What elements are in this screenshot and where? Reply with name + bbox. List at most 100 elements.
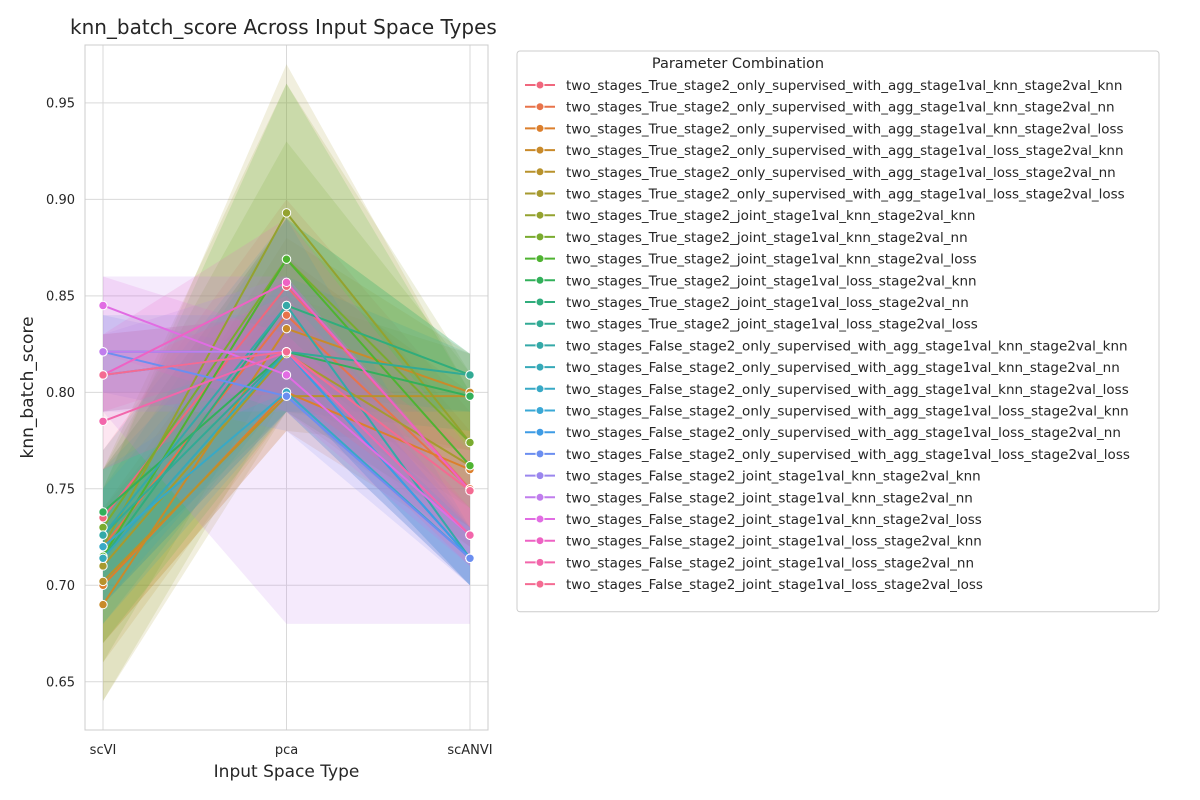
legend-item: two_stages_True_stage2_only_supervised_w… [525, 165, 1116, 181]
data-point [281, 208, 292, 218]
legend-label: two_stages_False_stage2_joint_stage1val_… [566, 469, 981, 485]
legend-marker [535, 123, 545, 133]
y-tick-label: 0.90 [46, 193, 75, 208]
data-point [98, 370, 108, 380]
legend-marker [535, 275, 545, 285]
confidence-band-5 [103, 295, 470, 644]
legend-label: two_stages_True_stage2_joint_stage1val_l… [566, 295, 969, 311]
chart-title: knn_batch_score Across Input Space Types [70, 15, 497, 39]
legend-item: two_stages_False_stage2_joint_stage1val_… [525, 512, 982, 528]
legend-items: two_stages_True_stage2_only_supervised_w… [525, 78, 1130, 593]
legend-item: two_stages_False_stage2_joint_stage1val_… [525, 577, 983, 593]
data-point [98, 541, 108, 552]
confidence-band-19 [103, 276, 470, 586]
legend-marker [535, 167, 545, 177]
data-point [98, 553, 108, 563]
legend-marker [535, 514, 545, 524]
y-tick-label: 0.65 [46, 675, 75, 690]
legend-item: two_stages_False_stage2_only_supervised_… [525, 425, 1121, 441]
data-point [281, 300, 292, 311]
data-point [465, 437, 475, 448]
legend-item: two_stages_False_stage2_only_supervised_… [525, 404, 1129, 420]
x-tick-label: scVI [90, 743, 117, 758]
data-point [465, 391, 475, 401]
legend-item: two_stages_True_stage2_joint_stage1val_l… [525, 317, 978, 333]
legend-item: two_stages_True_stage2_only_supervised_w… [525, 143, 1124, 159]
legend-marker [535, 579, 545, 589]
legend-item: two_stages_True_stage2_only_supervised_w… [525, 100, 1115, 116]
legend-marker [535, 102, 545, 112]
legend-item: two_stages_False_stage2_joint_stage1val_… [525, 534, 982, 550]
legend-label: two_stages_False_stage2_only_supervised_… [566, 447, 1130, 463]
x-tick-label: scANVI [447, 743, 492, 758]
data-point [281, 391, 292, 401]
legend-marker [535, 362, 545, 372]
y-tick-label: 0.95 [46, 96, 75, 111]
x-tick-labels: scVI pca scANVI [90, 743, 493, 758]
legend-marker [535, 319, 545, 329]
legend-label: two_stages_False_stage2_only_supervised_… [566, 382, 1129, 398]
confidence-band-10 [103, 218, 470, 586]
y-tick-label: 0.75 [46, 482, 75, 497]
legend-item: two_stages_True_stage2_joint_stage1val_k… [525, 208, 975, 224]
legend-marker [535, 384, 545, 394]
legend-label: two_stages_True_stage2_only_supervised_w… [566, 187, 1125, 203]
data-point [281, 277, 292, 288]
legend: Parameter Combination two_stages_True_st… [516, 50, 1160, 613]
legend-label: two_stages_True_stage2_only_supervised_w… [566, 165, 1116, 181]
data-point [465, 530, 475, 540]
y-tick-label: 0.80 [46, 386, 75, 401]
legend-label: two_stages_False_stage2_joint_stage1val_… [566, 490, 973, 506]
data-point [98, 507, 108, 517]
confidence-band-21 [103, 276, 470, 566]
data-point [465, 486, 475, 496]
legend-item: two_stages_True_stage2_only_supervised_w… [525, 78, 1122, 94]
legend-box [516, 50, 1160, 613]
data-point [98, 530, 108, 540]
confidence-band-12 [103, 276, 470, 605]
data-point [465, 460, 475, 471]
data-point [281, 323, 292, 334]
legend-label: two_stages_False_stage2_only_supervised_… [566, 425, 1121, 441]
legend-marker [535, 427, 545, 437]
legend-marker [535, 232, 545, 242]
legend-title: Parameter Combination [652, 56, 824, 72]
y-tick-label: 0.70 [46, 579, 75, 594]
legend-label: two_stages_False_stage2_only_supervised_… [566, 404, 1129, 420]
legend-item: two_stages_True_stage2_only_supervised_w… [525, 187, 1125, 203]
data-point [98, 561, 108, 571]
data-point [281, 370, 292, 380]
legend-marker [535, 340, 545, 350]
data-point [465, 370, 475, 380]
legend-marker [535, 449, 545, 459]
data-point [98, 576, 108, 587]
legend-item: two_stages_False_stage2_only_supervised_… [525, 338, 1128, 354]
legend-label: two_stages_True_stage2_joint_stage1val_l… [566, 317, 978, 333]
plot-frame [84, 44, 489, 731]
legend-marker [535, 492, 545, 502]
confidence-band-6 [103, 64, 470, 702]
legend-item: two_stages_False_stage2_joint_stage1val_… [525, 555, 974, 571]
confidence-band-22 [103, 218, 470, 528]
legend-item: two_stages_False_stage2_joint_stage1val_… [525, 490, 973, 506]
y-tick-label: 0.85 [46, 289, 75, 304]
confidence-band-9 [103, 83, 470, 644]
legend-marker [535, 254, 545, 264]
x-tick-label: pca [275, 743, 298, 758]
legend-marker [535, 406, 545, 415]
legend-item: two_stages_False_stage2_only_supervised_… [525, 382, 1129, 398]
confidence-band-8 [103, 141, 470, 663]
confidence-band-16 [103, 315, 470, 586]
data-point [281, 254, 292, 264]
legend-label: two_stages_True_stage2_joint_stage1val_k… [566, 208, 975, 224]
data-point [98, 522, 108, 533]
legend-marker [535, 210, 545, 220]
legend-label: two_stages_False_stage2_only_supervised_… [566, 338, 1128, 354]
y-tick-labels: 0.65 0.70 0.75 0.80 0.85 0.90 0.95 [46, 96, 75, 690]
legend-marker [535, 536, 545, 546]
confidence-band-2 [103, 218, 470, 605]
legend-marker [535, 471, 545, 481]
legend-marker [535, 80, 545, 90]
grid-layer [85, 45, 488, 730]
